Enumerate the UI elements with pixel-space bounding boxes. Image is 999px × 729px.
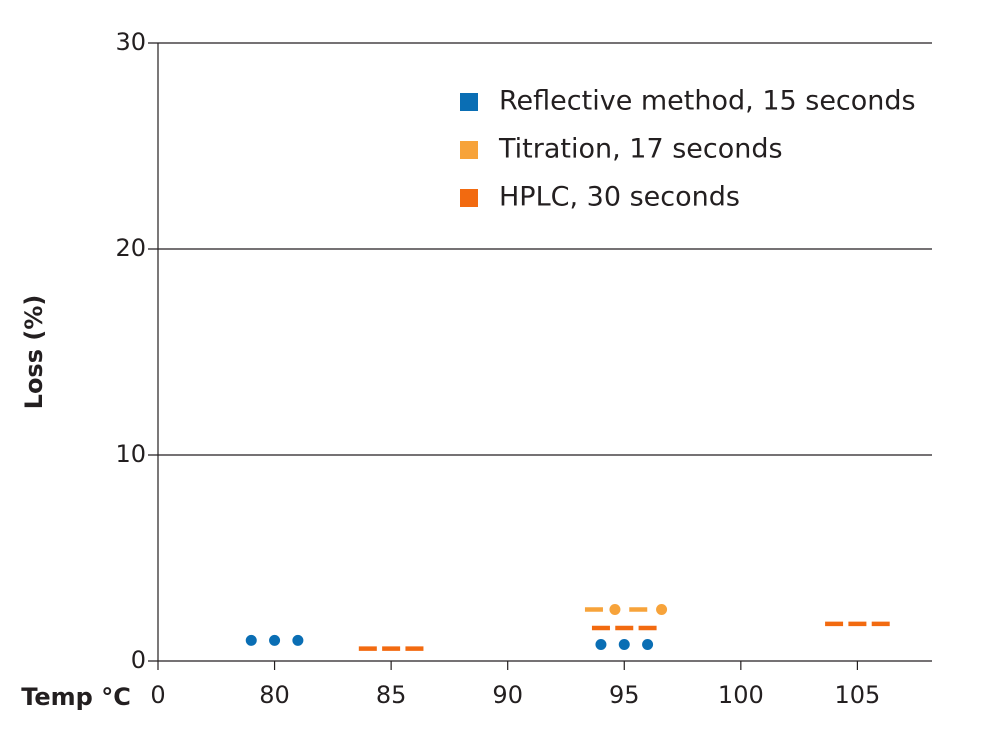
y-tick-label: 10 — [115, 440, 146, 468]
point — [245, 634, 257, 646]
point — [656, 604, 668, 615]
x-axis-label: Temp °C — [21, 683, 131, 711]
point — [642, 639, 654, 651]
legend-label: HPLC, 30 seconds — [499, 182, 740, 213]
x-tick-label: 80 — [259, 681, 290, 709]
point — [618, 639, 630, 651]
x-tick-label: 95 — [609, 681, 640, 709]
x-tick-label: 85 — [376, 681, 407, 709]
point — [292, 634, 304, 646]
legend-label: Reflective method, 15 seconds — [499, 86, 916, 117]
y-tick-label: 0 — [131, 646, 146, 674]
legend-swatch — [460, 93, 478, 111]
x-tick-label: 90 — [492, 681, 523, 709]
x-tick-label: 100 — [718, 681, 764, 709]
point — [595, 639, 607, 651]
point — [609, 604, 621, 615]
legend-label: Titration, 17 seconds — [498, 134, 783, 165]
x-tick-label: 105 — [834, 681, 880, 709]
legend-swatch — [460, 141, 478, 159]
x-origin-label: 0 — [150, 681, 165, 709]
y-axis-label: Loss (%) — [20, 295, 48, 410]
y-tick-label: 30 — [115, 28, 146, 56]
legend-swatch — [460, 189, 478, 207]
y-tick-label: 20 — [115, 234, 146, 262]
point — [269, 634, 281, 646]
